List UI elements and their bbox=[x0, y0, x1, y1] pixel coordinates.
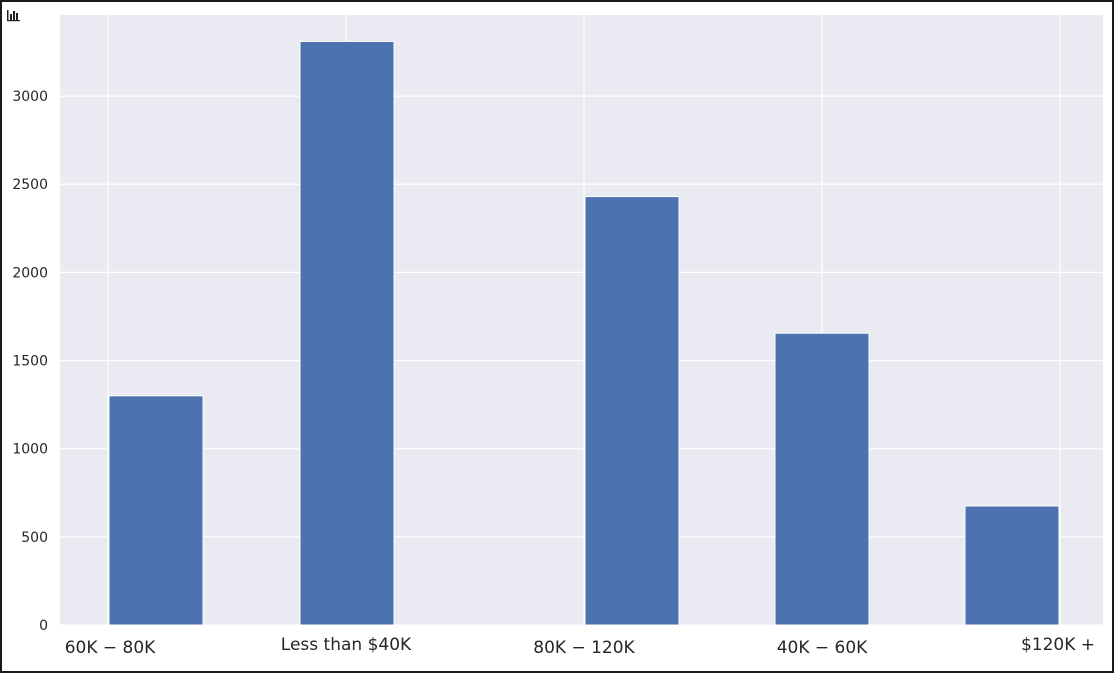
bar bbox=[108, 395, 204, 626]
x-tick-label: Less than $40K bbox=[281, 635, 412, 655]
y-tick-label: 3000 bbox=[12, 89, 48, 105]
y-tick-label: 2000 bbox=[12, 265, 48, 281]
bar bbox=[964, 505, 1060, 626]
x-tick-label: $120K + bbox=[1021, 635, 1095, 655]
y-tick-label: 0 bbox=[39, 618, 48, 634]
plot-area bbox=[60, 15, 1103, 625]
y-tick-label: 1500 bbox=[12, 354, 48, 370]
x-tick-label: 60K − 80K bbox=[65, 638, 156, 658]
y-tick-labels: 0 500 1000 1500 2000 2500 3000 bbox=[12, 89, 48, 634]
bar bbox=[299, 40, 395, 626]
bars bbox=[108, 40, 1060, 626]
y-tick-label: 500 bbox=[21, 530, 48, 546]
x-tick-labels: 60K − 80K Less than $40K 80K − 120K 40K − 6… bbox=[65, 635, 1095, 658]
bar-chart-icon[interactable] bbox=[6, 8, 22, 22]
bar bbox=[584, 196, 680, 626]
bar bbox=[774, 332, 870, 626]
y-tick-label: 1000 bbox=[12, 442, 48, 458]
x-tick-label: 80K − 120K bbox=[533, 638, 635, 658]
y-tick-label: 2500 bbox=[12, 177, 48, 193]
x-tick-label: 40K − 60K bbox=[777, 638, 868, 658]
